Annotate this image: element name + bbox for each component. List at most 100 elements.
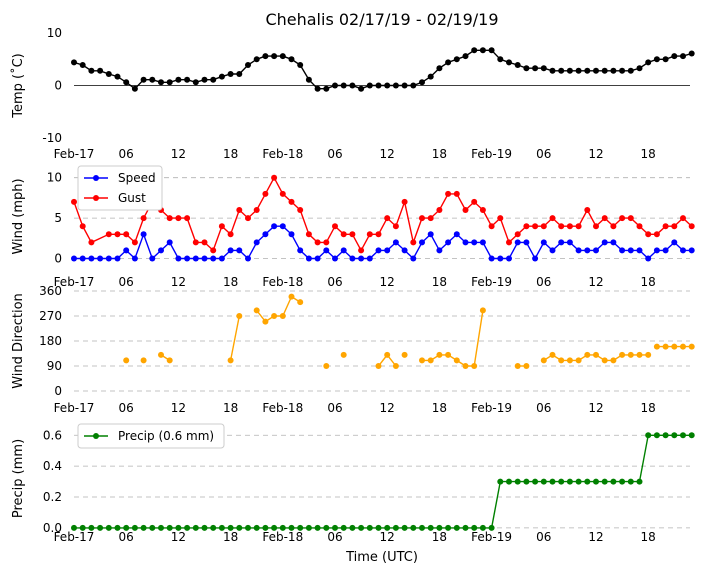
- speed-data-point: [497, 255, 504, 262]
- temp-data-point: [436, 65, 443, 72]
- gust-data-point: [680, 215, 686, 222]
- wind-x-tick-label: 18: [641, 275, 656, 289]
- direction-data-point: [236, 313, 243, 319]
- temp-data-point: [419, 79, 425, 86]
- wind-y-axis-label: Wind (mph): [11, 178, 26, 254]
- temp-data-point: [471, 47, 478, 54]
- direction-series-line: [256, 295, 301, 323]
- direction-x-tick-label: 06: [119, 401, 134, 415]
- direction-data-point: [514, 363, 521, 369]
- wind-y-tick-label: 5: [54, 211, 62, 225]
- speed-data-point: [305, 255, 312, 262]
- gust-data-point: [279, 190, 286, 197]
- temp-x-tick-label: 12: [171, 147, 186, 161]
- temp-data-point: [506, 59, 512, 66]
- speed-data-point: [166, 239, 173, 246]
- precip-y-tick-label: 0.2: [43, 490, 62, 504]
- precip-legend-label: Precip (0.6 mm): [118, 429, 214, 443]
- temp-data-point: [88, 67, 95, 74]
- gust-data-point: [540, 223, 547, 230]
- gust-data-point: [140, 215, 147, 222]
- temp-data-point: [192, 79, 199, 86]
- direction-data-point: [540, 357, 547, 364]
- direction-data-point: [297, 299, 304, 306]
- precip-data-point: [392, 524, 399, 531]
- precip-data-point: [201, 524, 208, 531]
- speed-data-point: [201, 255, 208, 262]
- temp-data-point: [297, 62, 304, 68]
- direction-data-point: [523, 363, 530, 369]
- direction-y-tick-label: 90: [47, 359, 62, 373]
- precip-data-point: [636, 478, 643, 485]
- gust-data-point: [332, 223, 338, 230]
- precip-data-point: [471, 524, 478, 531]
- direction-data-point: [340, 351, 347, 358]
- temp-data-point: [453, 56, 460, 63]
- temp-data-point: [540, 65, 547, 72]
- gust-data-point: [131, 239, 138, 246]
- direction-data-point: [427, 357, 434, 364]
- temp-data-point: [245, 62, 251, 68]
- precip-data-point: [366, 524, 373, 531]
- direction-data-point: [453, 357, 460, 364]
- precip-data-point: [532, 478, 539, 485]
- temp-data-point: [610, 67, 617, 74]
- speed-data-point: [210, 255, 217, 262]
- gust-data-point: [288, 198, 295, 205]
- direction-data-point: [384, 351, 391, 358]
- temp-data-point: [410, 82, 417, 89]
- precip-data-point: [610, 478, 617, 485]
- temp-data-point: [523, 65, 530, 72]
- direction-data-point: [671, 343, 678, 350]
- temp-data-point: [123, 79, 130, 86]
- temp-data-point: [558, 67, 565, 74]
- temp-data-point: [236, 71, 243, 77]
- temp-data-point: [384, 82, 391, 89]
- direction-data-point: [288, 293, 295, 300]
- temp-data-point: [184, 76, 191, 83]
- wind-x-tick-label: Feb-18: [262, 275, 303, 289]
- gust-data-point: [253, 207, 260, 213]
- gust-data-point: [593, 223, 599, 230]
- speed-data-point: [610, 239, 617, 246]
- temp-data-point: [497, 56, 504, 63]
- wind-y-tick-label: 10: [47, 171, 62, 185]
- gust-data-point: [366, 231, 373, 238]
- wind-y-tick-label: 0: [54, 252, 62, 266]
- direction-y-tick-label: 180: [39, 334, 62, 348]
- direction-data-point: [680, 343, 686, 350]
- direction-data-point: [566, 357, 573, 364]
- speed-data-point: [436, 247, 443, 254]
- speed-data-point: [419, 239, 425, 246]
- temp-data-point: [332, 82, 338, 89]
- temp-data-point: [149, 76, 156, 83]
- speed-data-point: [593, 247, 599, 254]
- temp-panel: -10 0 10 Temp (˚C) Feb-17 06 12 18 Feb-18 06 12 18 F…: [10, 26, 695, 161]
- direction-x-tick-label: 06: [536, 401, 551, 415]
- speed-data-point: [114, 255, 121, 262]
- precip-data-point: [401, 524, 408, 531]
- speed-data-point: [340, 247, 347, 254]
- temp-y-tick-label: 0: [54, 79, 62, 93]
- temp-data-point: [549, 67, 556, 74]
- speed-data-point: [227, 247, 234, 254]
- direction-data-point: [575, 357, 582, 364]
- precip-y-axis-label: Precip (mm): [11, 439, 26, 518]
- gust-data-point: [532, 223, 539, 230]
- direction-x-tick-label: 18: [432, 401, 447, 415]
- precip-data-point: [123, 524, 130, 531]
- speed-data-point: [575, 247, 582, 254]
- direction-data-point: [375, 363, 382, 369]
- gust-data-point: [627, 215, 634, 222]
- speed-data-point: [79, 255, 86, 262]
- direction-data-point: [636, 351, 643, 358]
- precip-data-point: [375, 524, 382, 531]
- speed-data-point: [566, 239, 573, 246]
- precip-data-point: [479, 524, 486, 531]
- temp-data-point: [349, 82, 356, 89]
- gust-series-line: [73, 176, 693, 252]
- gust-data-point: [245, 215, 251, 222]
- precip-data-point: [662, 432, 669, 439]
- speed-data-point: [158, 247, 164, 254]
- gust-data-point: [584, 207, 591, 213]
